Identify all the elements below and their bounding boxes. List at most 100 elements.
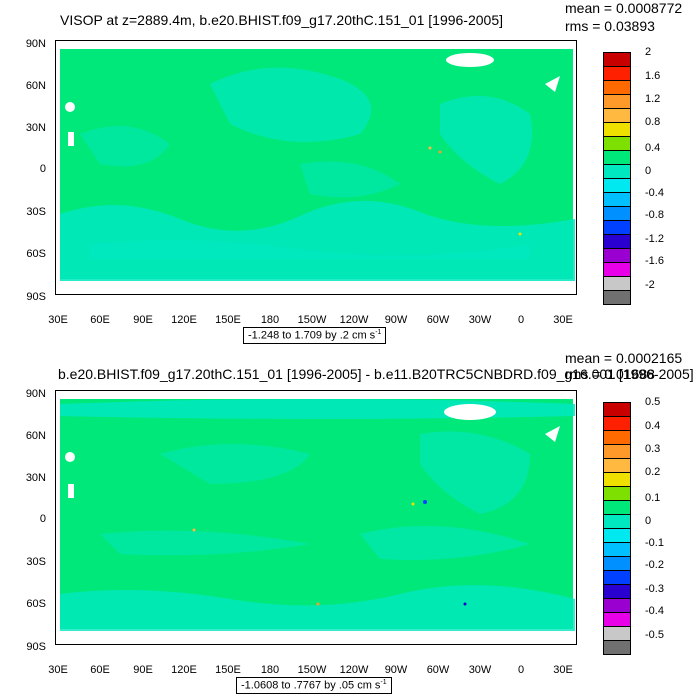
lon-label: 60E (90, 664, 110, 676)
ocean-field (60, 394, 575, 631)
plot-title: b.e20.BHIST.f09_g17.20thC.151_01 [1996-2… (58, 366, 694, 382)
colorbar-label: -1.2 (645, 233, 664, 245)
lon-label: 30W (468, 664, 492, 676)
colorbar-swatch (603, 528, 631, 543)
colorbar-swatch (603, 150, 631, 165)
colorbar-label: 0.5 (645, 396, 661, 408)
colorbar-swatch (603, 514, 631, 529)
colorbar-swatch (603, 556, 631, 571)
colorbar-swatch (603, 66, 631, 81)
contour-range-text: -1.248 to 1.709 by .2 cm s (248, 329, 376, 342)
colorbar-swatch (603, 570, 631, 585)
colorbar-swatch (603, 136, 631, 151)
map-plot (55, 390, 577, 645)
colorbar-swatch (603, 598, 631, 613)
field-patches (60, 394, 575, 631)
colorbar-swatch (603, 192, 631, 207)
rms-value: rms = 0.03893 (565, 18, 655, 34)
colorbar-swatch (603, 486, 631, 501)
lon-label: 90E (133, 664, 153, 676)
lat-label: 60N (25, 80, 46, 92)
unit-exponent: -1 (380, 679, 387, 686)
colorbar (603, 402, 631, 655)
field-patches (60, 44, 575, 281)
colorbar-swatch (603, 402, 631, 417)
lon-label: 180 (260, 314, 280, 326)
lat-label: 90N (25, 388, 46, 400)
lat-label: 60S (26, 598, 46, 610)
colorbar-label: 0.3 (645, 443, 661, 455)
colorbar-label: -0.8 (645, 209, 664, 221)
colorbar-swatch (603, 444, 631, 459)
mean-value: mean = 0.0008772 (565, 0, 683, 16)
contour-range-text: -1.0608 to .7767 by .05 cm s (241, 679, 381, 692)
colorbar-swatch (603, 178, 631, 193)
lat-label: 60N (25, 430, 46, 442)
lon-label: 90W (384, 664, 408, 676)
lon-label: 30E (48, 664, 68, 676)
plot-title: VISOP at z=2889.4m, b.e20.BHIST.f09_g17.… (60, 12, 504, 28)
lon-label: 30E (553, 314, 573, 326)
lon-label: 120W (339, 314, 369, 326)
colorbar-label: 0.2 (645, 466, 661, 478)
colorbar-swatch (603, 94, 631, 109)
colorbar-label: -0.1 (645, 537, 664, 549)
lon-label: 30W (468, 314, 492, 326)
lon-label: 120E (171, 664, 197, 676)
lat-label: 60S (26, 248, 46, 260)
ocean-field (60, 44, 575, 281)
colorbar-swatch (603, 640, 631, 655)
lon-label: 0 (517, 314, 525, 326)
lat-label: 90N (25, 38, 46, 50)
colorbar-swatch (603, 542, 631, 557)
contour-range-box: -1.248 to 1.709 by .2 cm s-1 (243, 327, 387, 344)
colorbar-label: -0.2 (645, 559, 664, 571)
lat-label: 30S (26, 206, 46, 218)
colorbar-label: 0.8 (645, 116, 661, 128)
colorbar-label: -0.3 (645, 583, 664, 595)
lon-label: 150W (297, 314, 327, 326)
colorbar-swatch (603, 626, 631, 641)
lat-label: 90S (26, 641, 46, 653)
lon-label: 150W (297, 664, 327, 676)
lon-label: 90E (133, 314, 153, 326)
lon-label: 120W (339, 664, 369, 676)
map-plot (55, 40, 577, 295)
colorbar-swatch (603, 108, 631, 123)
colorbar-swatch (603, 248, 631, 263)
colorbar-label: 0 (645, 515, 652, 527)
colorbar-swatch (603, 472, 631, 487)
colorbar-swatch (603, 612, 631, 627)
colorbar-swatch (603, 164, 631, 179)
contour-range-box: -1.0608 to .7767 by .05 cm s-1 (236, 677, 392, 694)
colorbar-swatch (603, 52, 631, 67)
colorbar-label: -0.4 (645, 187, 664, 199)
colorbar-swatch (603, 416, 631, 431)
lat-label: 0 (39, 163, 46, 175)
lon-label: 150E (215, 314, 241, 326)
lon-label: 90W (384, 314, 408, 326)
lon-label: 180 (260, 664, 280, 676)
colorbar-label: -1.6 (645, 255, 664, 267)
colorbar-swatch (603, 206, 631, 221)
colorbar-label: -2 (645, 279, 655, 291)
colorbar-swatch (603, 220, 631, 235)
colorbar-label: 0.4 (645, 420, 661, 432)
colorbar-swatch (603, 234, 631, 249)
lat-label: 0 (39, 513, 46, 525)
colorbar-label: 0 (645, 165, 652, 177)
colorbar (603, 52, 631, 305)
panel-top: VISOP at z=2889.4m, b.e20.BHIST.f09_g17.… (25, 0, 683, 344)
colorbar-swatch (603, 290, 631, 305)
rms-value: rms = 0.01688 (565, 366, 655, 382)
lon-label: 150E (215, 664, 241, 676)
colorbar-label: 2 (645, 46, 652, 58)
lon-label: 60W (426, 664, 450, 676)
colorbar-label: -0.5 (645, 629, 664, 641)
lon-label: 30E (553, 664, 573, 676)
colorbar-label: 0.1 (645, 492, 661, 504)
lon-label: 120E (171, 314, 197, 326)
colorbar-label: -0.4 (645, 605, 664, 617)
colorbar-label: 1.2 (645, 93, 661, 105)
colorbar-label: 0.4 (645, 142, 661, 154)
